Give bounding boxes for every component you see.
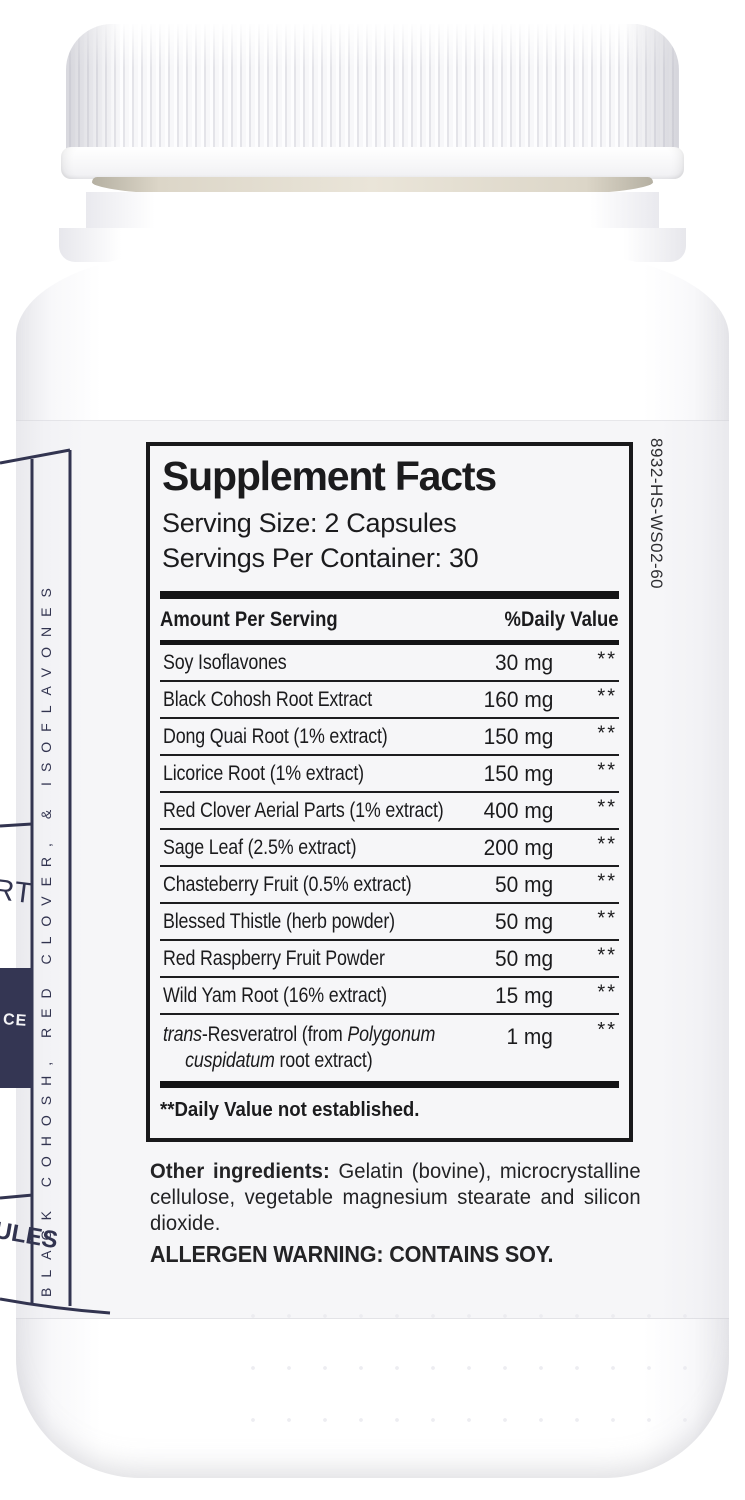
table-row: Chasteberry Fruit (0.5% extract) 50 mg ** (160, 867, 619, 904)
ingredient-name: Wild Yam Root (16% extract) (163, 983, 387, 1007)
other-ingredients: Other ingredients: Gelatin (bovine), mic… (150, 1158, 641, 1236)
table-row: Sage Leaf (2.5% extract) 200 mg ** (160, 830, 619, 867)
ingredient-daily-value: ** (597, 759, 617, 782)
ingredient-amount: 50 mg (494, 945, 553, 971)
col-daily-value: %Daily Value (504, 607, 619, 631)
ingredient-name: Red Clover Aerial Parts (1% extract) (163, 798, 444, 822)
ingredient-amount: 400 mg (483, 797, 553, 823)
ingredient-name: Licorice Root (1% extract) (163, 761, 364, 785)
ingredient-daily-value: ** (597, 648, 617, 671)
other-ingredients-text: Gelatin (bovine), microcrystalline cellu… (150, 1159, 641, 1235)
ingredient-amount: 200 mg (483, 834, 553, 860)
supplement-facts-panel: Supplement Facts Serving Size: 2 Capsule… (146, 442, 633, 1142)
partial-word-top: RT (0, 873, 36, 911)
ingredient-name: Red Raspberry Fruit Powder (163, 946, 385, 970)
other-ingredients-block: Other ingredients: Gelatin (bovine), mic… (150, 1158, 641, 1268)
divider-thick-top (160, 591, 619, 599)
facts-header-row: Amount Per Serving %Daily Value (160, 599, 619, 640)
other-ingredients-label: Other ingredients: (150, 1159, 330, 1183)
servings-per-container: Servings Per Container: 30 (162, 543, 479, 573)
bottle-label (16, 420, 729, 1319)
front-panel-navy-accent-box: CE (0, 968, 33, 1088)
ingredient-name: Sage Leaf (2.5% extract) (163, 835, 357, 859)
ingredient-amount: 50 mg (494, 908, 553, 934)
facts-footnote: **Daily Value not established. (160, 1099, 420, 1121)
facts-title: Supplement Facts (162, 453, 497, 499)
bottle-neck (86, 192, 659, 232)
partial-word-navy-box: CE (2, 1011, 28, 1030)
ingredient-name: Chasteberry Fruit (0.5% extract) (163, 872, 412, 896)
ingredient-daily-value: ** (597, 870, 617, 893)
ingredient-amount: 150 mg (483, 723, 553, 749)
table-row: Soy Isoflavones 30 mg ** (160, 645, 619, 682)
left-panel-border-lines (0, 448, 111, 1315)
ingredient-amount: 1 mg (506, 1024, 553, 1049)
ingredient-amount: 50 mg (494, 871, 553, 897)
ingredient-amount: 150 mg (483, 760, 553, 786)
table-row: Blessed Thistle (herb powder) 50 mg ** (160, 904, 619, 941)
bottle-cap-band (61, 147, 684, 179)
ingredient-daily-value: ** (597, 722, 617, 745)
table-row: trans-Resveratrol (from Polygonum cuspida… (160, 1015, 619, 1081)
ingredient-daily-value: ** (597, 907, 617, 930)
table-row: Black Cohosh Root Extract 160 mg ** (160, 682, 619, 719)
ingredient-name: Soy Isoflavones (163, 650, 287, 674)
table-row: Red Raspberry Fruit Powder 50 mg ** (160, 941, 619, 978)
allergen-warning: ALLERGEN WARNING: CONTAINS SOY. (150, 1241, 554, 1267)
ingredient-name: Blessed Thistle (herb powder) (163, 909, 395, 933)
facts-rows: Soy Isoflavones 30 mg ** Black Cohosh Root … (160, 645, 619, 1081)
ingredient-name: Black Cohosh Root Extract (163, 687, 373, 711)
ingredient-daily-value: ** (597, 796, 617, 819)
table-row: Red Clover Aerial Parts (1% extract) 400 … (160, 793, 619, 830)
ingredient-daily-value: ** (597, 944, 617, 967)
ingredient-name: trans-Resveratrol (from Polygonum cuspida… (163, 1023, 436, 1072)
product-code-vertical: 8932-HS-WS02-60 (647, 438, 666, 590)
ingredient-daily-value: ** (597, 833, 617, 856)
ingredient-daily-value: ** (597, 981, 617, 1004)
ingredient-daily-value: ** (597, 1019, 617, 1041)
ingredient-amount: 15 mg (494, 982, 553, 1008)
divider-medium (160, 640, 619, 645)
divider-thick-bottom (160, 1081, 619, 1088)
col-amount-per-serving: Amount Per Serving (160, 607, 338, 631)
table-row: Dong Quai Root (1% extract) 150 mg ** (160, 719, 619, 756)
serving-size: Serving Size: 2 Capsules (162, 508, 457, 538)
ingredient-amount: 30 mg (494, 649, 553, 675)
ingredient-amount: 160 mg (483, 686, 553, 712)
ingredient-daily-value: ** (597, 685, 617, 708)
side-panel-vertical-text: BLACK COHOSH, RED CLOVER, & ISOFLAVONES (38, 578, 54, 1297)
ingredient-name: Dong Quai Root (1% extract) (163, 724, 388, 748)
table-row: Wild Yam Root (16% extract) 15 mg ** (160, 978, 619, 1015)
table-row: Licorice Root (1% extract) 150 mg ** (160, 756, 619, 793)
